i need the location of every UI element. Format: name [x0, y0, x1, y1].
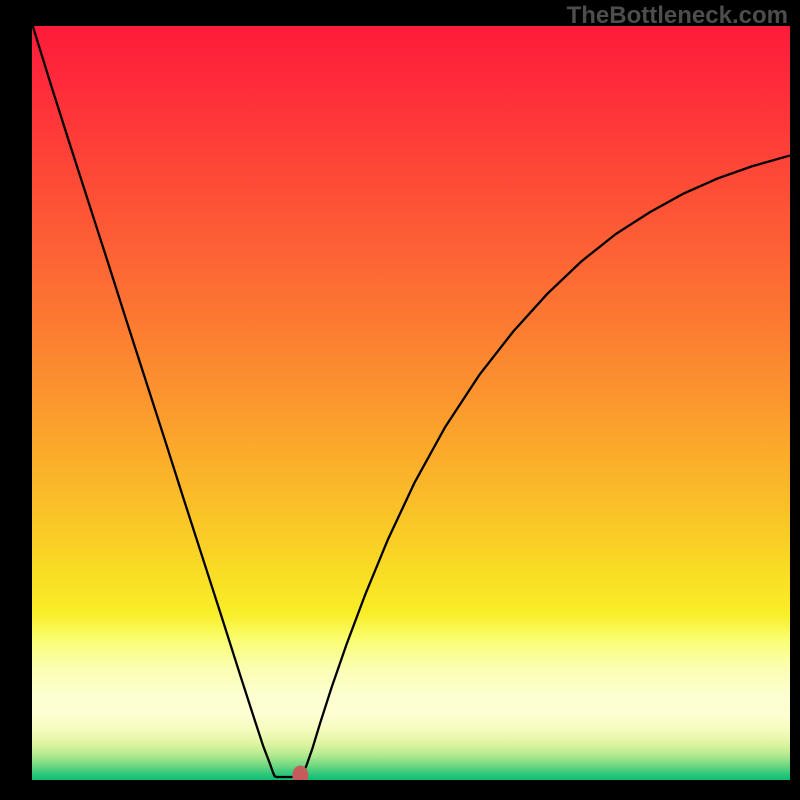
curve-layer	[32, 26, 790, 780]
plot-area	[32, 26, 790, 780]
chart-container: TheBottleneck.com	[0, 0, 800, 800]
watermark-text: TheBottleneck.com	[567, 2, 788, 30]
bottleneck-curve	[33, 26, 789, 777]
